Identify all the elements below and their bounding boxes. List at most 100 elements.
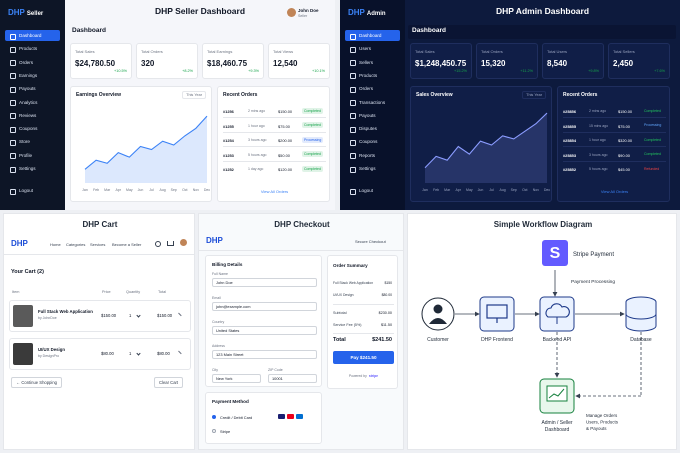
order-id: #1253	[223, 152, 234, 158]
field-label: ZIP Code	[268, 368, 283, 372]
text-input[interactable]: john@example.com	[212, 302, 317, 311]
nav-item[interactable]: Dashboard	[5, 30, 60, 41]
node-label: Stripe Payment	[573, 252, 614, 258]
summary-value: $11.50	[380, 323, 392, 327]
period-select[interactable]: This Year	[182, 91, 206, 99]
nav-item[interactable]: Logout	[345, 185, 400, 196]
text-input[interactable]: 10001	[268, 374, 317, 383]
nav-item[interactable]: Coupons	[5, 123, 60, 134]
text-input[interactable]: John Doe	[212, 278, 317, 287]
avatar	[287, 8, 296, 17]
order-time: 2 mins ago	[248, 109, 266, 113]
item-quantity[interactable]: 1	[129, 313, 132, 318]
payment-option[interactable]: Credit / Debit Card	[220, 415, 253, 420]
order-amount: $150.00	[618, 109, 633, 114]
stat-change: +8.2%	[182, 69, 193, 73]
nav-item[interactable]: Dashboard	[345, 30, 400, 41]
cloud-icon	[545, 303, 570, 318]
radio-button[interactable]	[212, 429, 216, 433]
nav-item[interactable]: Orders	[5, 57, 60, 68]
order-amount: $200.00	[278, 138, 293, 143]
text-input[interactable]: 123 Main Street	[212, 350, 317, 359]
window-title: DHP Admin Dashboard	[495, 6, 590, 16]
nav-item[interactable]: Earnings	[5, 70, 60, 81]
node-label: DHP Frontend	[481, 337, 513, 343]
nav-item[interactable]: Disputes	[345, 123, 400, 134]
nav-item[interactable]: Coupons	[345, 136, 400, 147]
node-label: Manage Orders	[586, 413, 618, 418]
order-time: 3 hours ago	[248, 138, 267, 142]
payment-option[interactable]: Stripe	[220, 429, 231, 434]
order-amount: $120.00	[278, 167, 293, 172]
nav-icon	[10, 73, 16, 80]
stat-label: Total Sales	[75, 49, 95, 54]
radio-button[interactable]	[212, 415, 216, 419]
cart-icon[interactable]	[167, 241, 174, 246]
nav-item[interactable]: Analytics	[5, 97, 60, 108]
nav-item[interactable]: Products	[345, 70, 400, 81]
nav-item[interactable]: Settings	[345, 163, 400, 174]
order-time: 1 hour ago	[589, 138, 606, 142]
total-label: Total	[333, 337, 346, 343]
item-name: UI/UX Design	[38, 347, 65, 352]
card-logo	[296, 414, 303, 419]
user-role: Seller	[298, 13, 308, 18]
clear-cart[interactable]: Clear Cart	[154, 377, 184, 388]
avatar[interactable]	[180, 239, 187, 246]
row-divider	[223, 131, 326, 133]
text-input[interactable]: New York	[212, 374, 261, 383]
pay-button[interactable]: Pay $241.50	[333, 351, 394, 364]
nav-item[interactable]: Products	[5, 43, 60, 54]
nav-item[interactable]: Store	[5, 136, 60, 147]
item-total: $150.00	[157, 313, 173, 318]
continue-shopping[interactable]: ← Continue Shopping	[11, 377, 62, 388]
nav-item[interactable]: Logout	[5, 185, 60, 196]
nav-icon	[10, 153, 16, 160]
stat-card: Total Sellers 2,450 +7.6%	[608, 43, 670, 79]
nav-item[interactable]: Transactions	[345, 97, 400, 108]
column-header: Total	[158, 290, 167, 294]
workflow-panel: Simple Workflow Diagram S Stripe Payment Pa…	[407, 213, 677, 450]
node-label: Dashboard	[545, 427, 570, 433]
nav-item[interactable]: Users	[345, 43, 400, 54]
stat-label: Total Earnings	[207, 49, 233, 54]
nav-link[interactable]: Services	[90, 242, 106, 247]
stat-value: 8,540	[547, 59, 568, 68]
nav-item[interactable]: Payouts	[5, 83, 60, 94]
chart-icon-frame	[546, 385, 568, 402]
view-all-link[interactable]: View All Orders	[260, 189, 289, 194]
line-chart: Jan Feb Mar Apr May Jun Jul Aug Sep Oct Nov Dec	[82, 115, 210, 192]
nav-link[interactable]: Become a Seller	[112, 242, 142, 247]
view-all-link[interactable]: View All Orders	[600, 189, 629, 194]
page-heading: Dashboard	[72, 27, 106, 34]
x-tick-label: Oct	[522, 188, 527, 192]
x-tick-label: May	[466, 188, 473, 192]
cart-row	[9, 338, 191, 370]
x-tick-label: Jun	[138, 188, 144, 192]
order-amount: $50.00	[278, 152, 290, 158]
nav-item[interactable]: Reports	[345, 150, 400, 161]
total-value: $241.50	[372, 337, 392, 343]
nav-link[interactable]: Home	[50, 242, 61, 247]
nav-item[interactable]: Reviews	[5, 110, 60, 121]
order-status: Completed	[644, 108, 661, 113]
nav-item[interactable]: Payouts	[345, 110, 400, 121]
search-icon[interactable]	[155, 241, 161, 247]
row-divider	[563, 160, 666, 162]
nav-icon	[10, 188, 16, 195]
workflow-diagram: S Stripe Payment Payment Processing Custome…	[421, 240, 657, 433]
nav-link[interactable]: Categories	[66, 242, 86, 247]
nav-item[interactable]: Sellers	[345, 57, 400, 68]
nav-item[interactable]: Profile	[5, 150, 60, 161]
item-quantity[interactable]: 1	[129, 351, 132, 356]
nav-item[interactable]: Settings	[5, 163, 60, 174]
period-select[interactable]: This Year	[522, 91, 546, 99]
section-title: Billing Details	[212, 262, 243, 267]
node-label: Admin / Seller	[541, 420, 572, 426]
x-tick-label: Feb	[433, 188, 439, 192]
text-input[interactable]: United States	[212, 326, 317, 335]
order-status: Completed	[644, 137, 661, 142]
nav-icon	[350, 153, 356, 160]
order-status: Completed	[644, 152, 661, 157]
nav-item[interactable]: Orders	[345, 83, 400, 94]
